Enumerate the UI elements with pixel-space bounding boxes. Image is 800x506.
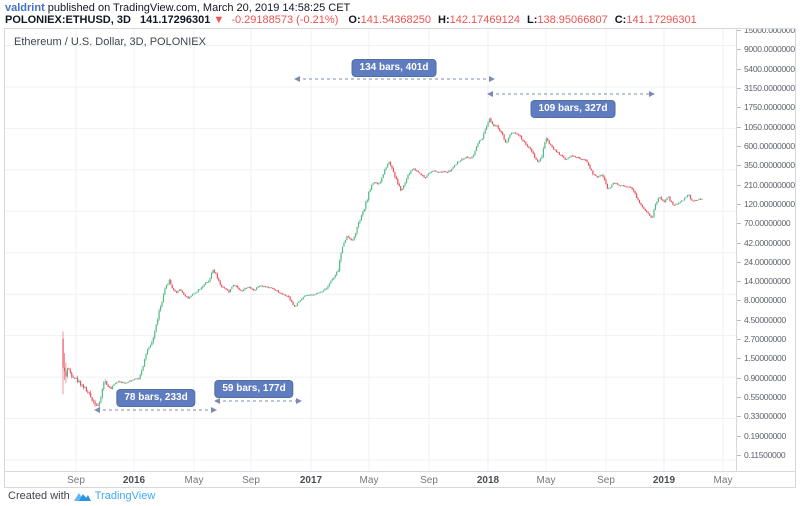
price-axis-tick	[737, 87, 741, 89]
down-triangle-icon: ▼	[213, 14, 225, 26]
price-axis-label: 0.19000000	[744, 430, 786, 441]
price-axis-separator	[736, 29, 737, 471]
price-axis-tick	[737, 319, 741, 321]
price-axis-label: 600.00000000	[744, 140, 795, 151]
price-axis-tick	[737, 455, 741, 457]
ohlc-values: O:141.54368250 H:142.17469124 L:138.950668…	[341, 14, 696, 26]
time-axis-label: Sep	[597, 475, 615, 486]
price-axis-tick	[737, 107, 741, 109]
price-change: -0.29188573 (-0.21%)	[231, 14, 339, 26]
price-axis-label: 14.00000000	[744, 276, 791, 287]
time-axis-label: 2018	[476, 475, 500, 486]
publish-line: valdrint published on TradingView.com, M…	[5, 2, 350, 14]
time-axis-label: 2016	[122, 475, 146, 486]
price-axis-tick	[737, 165, 741, 167]
range-note-badge[interactable]: 78 bars, 233d	[116, 389, 196, 407]
price-axis-tick	[737, 126, 741, 128]
price-axis-label: 1.50000000	[744, 353, 786, 364]
range-note-badge[interactable]: 59 bars, 177d	[214, 380, 294, 398]
range-note-badge[interactable]: 134 bars, 401d	[351, 59, 437, 77]
price-axis-label: 1750.00000000	[744, 102, 796, 113]
price-axis-label: 8.00000000	[744, 295, 786, 306]
chart-legend: Ethereum / U.S. Dollar, 3D, POLONIEX	[14, 36, 206, 48]
time-axis-label: Sep	[420, 475, 438, 486]
time-axis-label: May	[713, 475, 733, 486]
time-axis-label: May	[536, 475, 556, 486]
ohlc-value: 142.17469124	[449, 14, 520, 26]
price-axis-tick	[737, 416, 741, 418]
footer: Created with TradingView	[8, 490, 155, 502]
price-axis-tick	[737, 358, 741, 360]
ohlc-key: O:	[348, 14, 361, 26]
ohlc-key: L:	[526, 14, 538, 26]
price-axis-label: 0.33000000	[744, 411, 786, 422]
publish-text: published on TradingView.com, March 20, …	[47, 2, 351, 14]
price-axis-tick	[737, 242, 741, 244]
time-axis-label: Sep	[242, 475, 260, 486]
price-axis-label: 350.00000000	[744, 160, 795, 171]
price-axis-tick	[737, 184, 741, 186]
price-axis-tick	[737, 300, 741, 302]
range-arrows[interactable]	[94, 76, 655, 413]
price-axis-tick	[737, 68, 741, 70]
price-axis-tick	[737, 377, 741, 379]
price-axis-label: 2.70000000	[744, 334, 786, 345]
chart-widget: Ethereum / U.S. Dollar, 3D, POLONIEX 150…	[4, 28, 796, 488]
price-axis-tick	[737, 49, 741, 51]
price-axis-label: 1050.00000000	[744, 121, 796, 132]
candles	[62, 117, 703, 408]
ohlc-value: 141.54368250	[360, 14, 432, 26]
range-note-badge[interactable]: 109 bars, 327d	[530, 100, 616, 118]
price-axis-label: 5400.00000000	[744, 63, 796, 74]
price-axis-label: 210.00000000	[744, 179, 795, 190]
price-axis-label: 120.00000000	[744, 198, 795, 209]
price-axis-label: 24.00000000	[744, 256, 791, 267]
time-axis-label: May	[359, 475, 379, 486]
price-axis-label: 0.55000000	[744, 392, 786, 403]
price-axis-label: 4.50000000	[744, 314, 786, 325]
tradingview-brand-link[interactable]: TradingView	[94, 490, 156, 502]
symbol-label: POLONIEX:ETHUSD, 3D	[5, 14, 131, 26]
price-axis-tick	[737, 261, 741, 263]
time-axis-label: Sep	[67, 475, 85, 486]
time-axis-label: May	[184, 475, 204, 486]
price-axis-label: 3150.00000000	[744, 82, 796, 93]
price-axis-tick	[737, 203, 741, 205]
price-chart-canvas[interactable]	[5, 29, 736, 471]
price-axis-label: 9000.00000000	[744, 44, 796, 55]
ohlc-key: C:	[614, 14, 627, 26]
created-with-label: Created with	[8, 490, 70, 502]
price-axis-tick	[737, 397, 741, 399]
time-axis-label: 2019	[652, 475, 676, 486]
last-price: 141.17296301	[139, 14, 211, 26]
price-axis-label: 70.00000000	[744, 218, 791, 229]
price-axis-tick	[737, 223, 741, 225]
price-axis-tick	[737, 145, 741, 147]
price-axis-tick	[737, 435, 741, 437]
price-axis-label: 42.00000000	[744, 237, 791, 248]
price-axis-tick	[737, 339, 741, 341]
quote-line: POLONIEX:ETHUSD, 3D 141.17296301 ▼ -0.29…	[5, 14, 697, 26]
time-axis-label: 2017	[299, 475, 323, 486]
grid-lines	[5, 29, 736, 471]
price-axis-label: 15000.00000000	[744, 28, 795, 35]
ohlc-value: 141.17296301	[626, 14, 697, 26]
ohlc-key: H:	[438, 14, 450, 26]
price-axis-tick	[737, 281, 741, 283]
price-axis-label: 0.90000000	[744, 372, 786, 383]
time-axis-separator	[5, 471, 795, 472]
ohlc-value: 138.95066807	[537, 14, 608, 26]
price-axis-tick	[737, 30, 741, 31]
price-axis-label: 0.11500000	[744, 450, 786, 461]
tradingview-logo-icon[interactable]	[73, 490, 91, 502]
author-link[interactable]: valdrint	[5, 2, 45, 14]
